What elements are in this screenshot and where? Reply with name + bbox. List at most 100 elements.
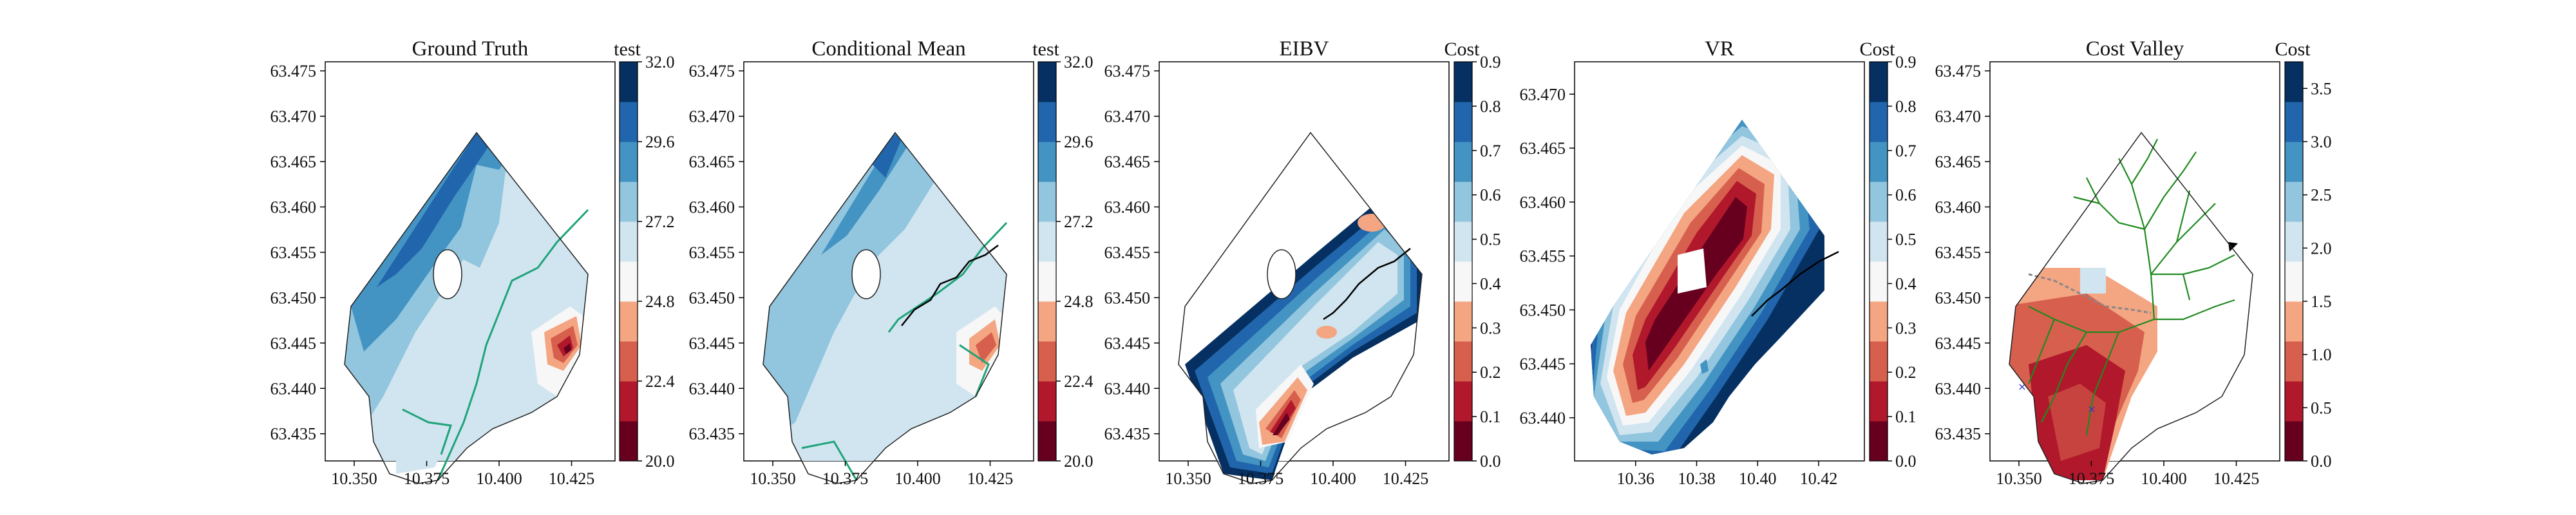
- y-tick-label: 63.450: [1935, 288, 1982, 307]
- y-tick-label: 63.440: [1520, 409, 1566, 427]
- colorbar-band: [1038, 142, 1056, 182]
- colorbar-band: [620, 381, 638, 422]
- rrt-tree: [2027, 138, 2235, 436]
- colorbar-band: [1454, 182, 1472, 222]
- y-axis: 63.435 63.440 63.445 63.450 63.455 63.460 63.4…: [689, 62, 744, 444]
- panel-title: Conditional Mean: [811, 37, 965, 61]
- colorbar-bands: [1037, 61, 1057, 462]
- colorbar-tick-label: 24.8: [1064, 292, 1094, 311]
- colorbar-tick-label: 29.6: [1064, 133, 1094, 151]
- island: [433, 249, 462, 299]
- colorbar-band: [1454, 381, 1472, 422]
- arrow-marker: [2228, 242, 2238, 252]
- colorbar-tick-label: 0.4: [1895, 274, 1917, 293]
- colorbar-tick-label: 2.5: [2311, 186, 2332, 205]
- colorbar-band: [2285, 341, 2303, 382]
- vr-patch: [1700, 359, 1709, 374]
- colorbar-band: [1870, 381, 1888, 422]
- colorbar-band: [1038, 102, 1056, 142]
- colorbar-band: [2285, 62, 2303, 102]
- colorbar-tick-label: 3.0: [2311, 133, 2332, 151]
- x-tick-label: 10.400: [476, 469, 522, 488]
- plot-frame: [325, 61, 616, 462]
- colorbar-band: [1454, 421, 1472, 462]
- y-tick-label: 63.450: [1104, 288, 1151, 307]
- panel-eibv: EIBV 63.435 63.440 63.445 63.450 63.455 63.46…: [1104, 37, 1450, 488]
- y-tick-label: 63.460: [689, 198, 735, 216]
- colorbar-tick-label: 0.2: [1895, 363, 1917, 382]
- colorbar-band: [2285, 142, 2303, 182]
- panel-title: Ground Truth: [412, 37, 529, 61]
- colorbar-band: [1454, 62, 1472, 102]
- y-tick-label: 63.475: [689, 62, 735, 80]
- y-tick-label: 63.445: [1520, 355, 1566, 373]
- y-tick-label: 63.445: [1104, 334, 1151, 353]
- colorbar-tick-label: 0.8: [1480, 97, 1501, 116]
- colorbar-tick-label: 0.6: [1480, 186, 1501, 205]
- colorbar-band: [620, 421, 638, 462]
- plot-frame: [1574, 61, 1865, 462]
- x-axis: 10.350 10.375 10.400 10.425: [331, 461, 594, 488]
- colorbar-band: [620, 261, 638, 302]
- colorbar-tick-label: 0.5: [1895, 230, 1917, 249]
- y-tick-label: 63.440: [270, 379, 317, 398]
- y-tick-label: 63.435: [270, 425, 317, 444]
- island: [1267, 249, 1296, 299]
- colorbar-tick-label: 3.5: [2311, 79, 2332, 98]
- y-tick-label: 63.465: [1935, 153, 1982, 171]
- colorbar-tick-label: 2.0: [2311, 239, 2332, 258]
- colorbar-band: [1038, 261, 1056, 302]
- colorbar-band: [1454, 301, 1472, 342]
- colorbar-tick-label: 29.6: [645, 133, 675, 151]
- y-tick-label: 63.455: [1104, 243, 1151, 262]
- colorbar-band: [1870, 142, 1888, 182]
- colorbar-tick-label: 24.8: [645, 292, 675, 311]
- sampling-path: [901, 245, 999, 326]
- y-tick-label: 63.470: [270, 108, 317, 126]
- colorbar-band: [1454, 341, 1472, 382]
- y-tick-label: 63.450: [689, 288, 735, 307]
- colorbar-band: [2285, 381, 2303, 422]
- panel-vr: VR 63.44063.44563.45063.45563.46063.4656…: [1520, 37, 1865, 488]
- colorbar-bands: [2284, 61, 2304, 462]
- colorbar-band: [620, 221, 638, 262]
- x-axis: 10.350 10.375 10.400 10.425: [1165, 461, 1428, 488]
- y-tick-label: 63.455: [1520, 247, 1566, 266]
- x-tick-label: 10.350: [1996, 469, 2042, 488]
- x-tick-label: 10.38: [1678, 469, 1716, 488]
- y-tick-label: 63.460: [1935, 198, 1982, 216]
- colorbar-tick-label: 22.4: [645, 372, 675, 391]
- colorbar-band: [620, 301, 638, 342]
- colorbar-tick-label: 27.2: [1064, 212, 1094, 231]
- y-tick-label: 63.465: [689, 153, 735, 171]
- colorbar-label: Cost: [1444, 39, 1480, 60]
- y-tick-label: 63.440: [689, 379, 735, 398]
- y-tick-label: 63.465: [1104, 153, 1151, 171]
- y-tick-label: 63.465: [1520, 139, 1566, 158]
- colorbar-band: [1870, 182, 1888, 222]
- x-tick-label: 10.375: [1238, 469, 1284, 488]
- colorbar-tick-label: 22.4: [1064, 372, 1094, 391]
- colorbar-tick-label: 0.1: [1895, 407, 1917, 426]
- colorbar-vr: Cost 0.0 0.1 0.2 0.3 0.4 0.5 0.6 0.7 0.8 0.9: [1859, 39, 1916, 471]
- x-tick-label: 10.400: [2141, 469, 2187, 488]
- x-tick-label: 10.375: [2069, 469, 2115, 488]
- panel-conditional-mean: Conditional Mean 63.435 63.440 63.445 63.45…: [689, 37, 1034, 488]
- y-axis: 63.435 63.440 63.445 63.450 63.455 63.460 63.4…: [1104, 62, 1159, 444]
- colorbar-band: [1038, 62, 1056, 102]
- colorbar-tick-label: 32.0: [645, 53, 675, 71]
- y-tick-label: 63.445: [689, 334, 735, 353]
- panel-title: Cost Valley: [2086, 37, 2184, 61]
- colorbar-bands: [1869, 61, 1888, 462]
- panel-cost-valley: Cost Valley × ×: [1935, 37, 2280, 488]
- colorbar-tick-label: 0.7: [1480, 142, 1501, 160]
- colorbar-tick-label: 0.9: [1480, 53, 1501, 71]
- colorbar-tick-label: 0.9: [1895, 53, 1917, 71]
- colorbar-band: [2285, 102, 2303, 142]
- x-tick-label: 10.425: [2213, 469, 2260, 488]
- colorbar-band: [2285, 221, 2303, 262]
- colorbar-tick-label: 1.0: [2311, 346, 2332, 364]
- cross-marker: ×: [2087, 403, 2096, 415]
- colorbar-frame: [1869, 61, 1888, 462]
